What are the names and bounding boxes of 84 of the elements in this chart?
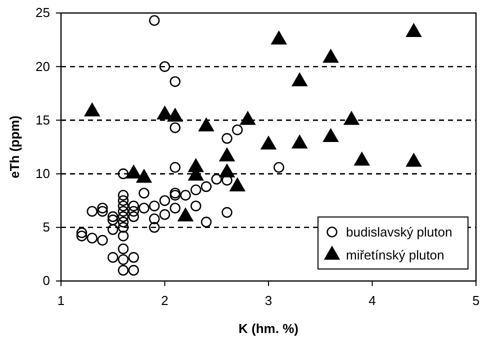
- point: [219, 164, 235, 178]
- point: [323, 128, 338, 142]
- point: [170, 202, 180, 214]
- point: [240, 111, 256, 125]
- point: [118, 230, 129, 242]
- point: [219, 148, 235, 162]
- point: [159, 195, 170, 206]
- point: [128, 252, 139, 263]
- point: [170, 162, 180, 173]
- point: [97, 234, 108, 246]
- point: [159, 209, 170, 220]
- point: [118, 264, 129, 276]
- x-tick-label: 1: [57, 293, 65, 308]
- x-tick-label: 5: [472, 293, 480, 308]
- x-tick-label: 4: [368, 293, 376, 308]
- point: [126, 165, 142, 178]
- legend-label: budislavský pluton: [346, 224, 452, 240]
- point: [222, 133, 232, 144]
- point: [128, 200, 139, 212]
- point: [198, 118, 214, 132]
- x-tick-label: 2: [161, 293, 168, 308]
- point: [323, 49, 338, 63]
- point: [118, 254, 129, 265]
- point: [108, 252, 118, 263]
- point: [170, 190, 180, 201]
- legend-label: miřetínský pluton: [346, 248, 444, 263]
- point: [138, 202, 150, 214]
- point: [157, 106, 172, 120]
- point: [118, 200, 129, 212]
- point: [97, 202, 108, 214]
- point: [76, 230, 88, 242]
- point: [118, 206, 129, 217]
- x-tick-label: 3: [264, 293, 272, 308]
- point: [344, 111, 360, 125]
- y-tick-label: 20: [36, 58, 50, 74]
- point: [128, 211, 139, 222]
- point: [180, 190, 191, 201]
- point: [108, 214, 118, 226]
- point: [271, 31, 287, 44]
- point: [260, 136, 276, 150]
- y-tick-label: 5: [42, 220, 50, 235]
- point: [128, 264, 139, 276]
- point: [108, 224, 118, 235]
- point: [136, 169, 152, 183]
- point: [149, 222, 160, 233]
- point: [170, 188, 180, 198]
- point: [190, 184, 202, 196]
- point: [118, 168, 129, 180]
- point: [118, 243, 129, 254]
- point: [406, 24, 422, 37]
- point: [86, 206, 98, 217]
- point: [211, 174, 222, 185]
- point: [97, 206, 108, 217]
- point: [118, 190, 129, 201]
- point: [118, 211, 129, 222]
- y-tick-label: 25: [36, 5, 50, 20]
- point: [292, 135, 308, 148]
- point: [118, 216, 129, 228]
- point: [292, 72, 308, 86]
- point: [118, 222, 129, 233]
- point: [86, 232, 98, 244]
- point: [222, 207, 232, 218]
- point: [149, 200, 160, 212]
- point: [200, 181, 212, 192]
- y-axis-title: eTh (ppm): [7, 116, 22, 178]
- y-tick-label: 10: [36, 166, 50, 181]
- y-tick-label: 0: [42, 273, 50, 288]
- y-tick-label: 15: [36, 112, 50, 128]
- point: [167, 108, 183, 122]
- point: [200, 216, 212, 228]
- point: [232, 124, 243, 136]
- point: [76, 227, 88, 238]
- point: [138, 188, 150, 198]
- point: [406, 153, 422, 167]
- point: [128, 206, 139, 217]
- point: [190, 200, 202, 212]
- point: [149, 213, 160, 224]
- x-axis-title: K (hm. %): [238, 321, 298, 336]
- point: [108, 211, 118, 222]
- point: [84, 102, 100, 116]
- point: [274, 162, 284, 173]
- point: [354, 152, 370, 166]
- point: [118, 195, 129, 206]
- point: [170, 122, 180, 134]
